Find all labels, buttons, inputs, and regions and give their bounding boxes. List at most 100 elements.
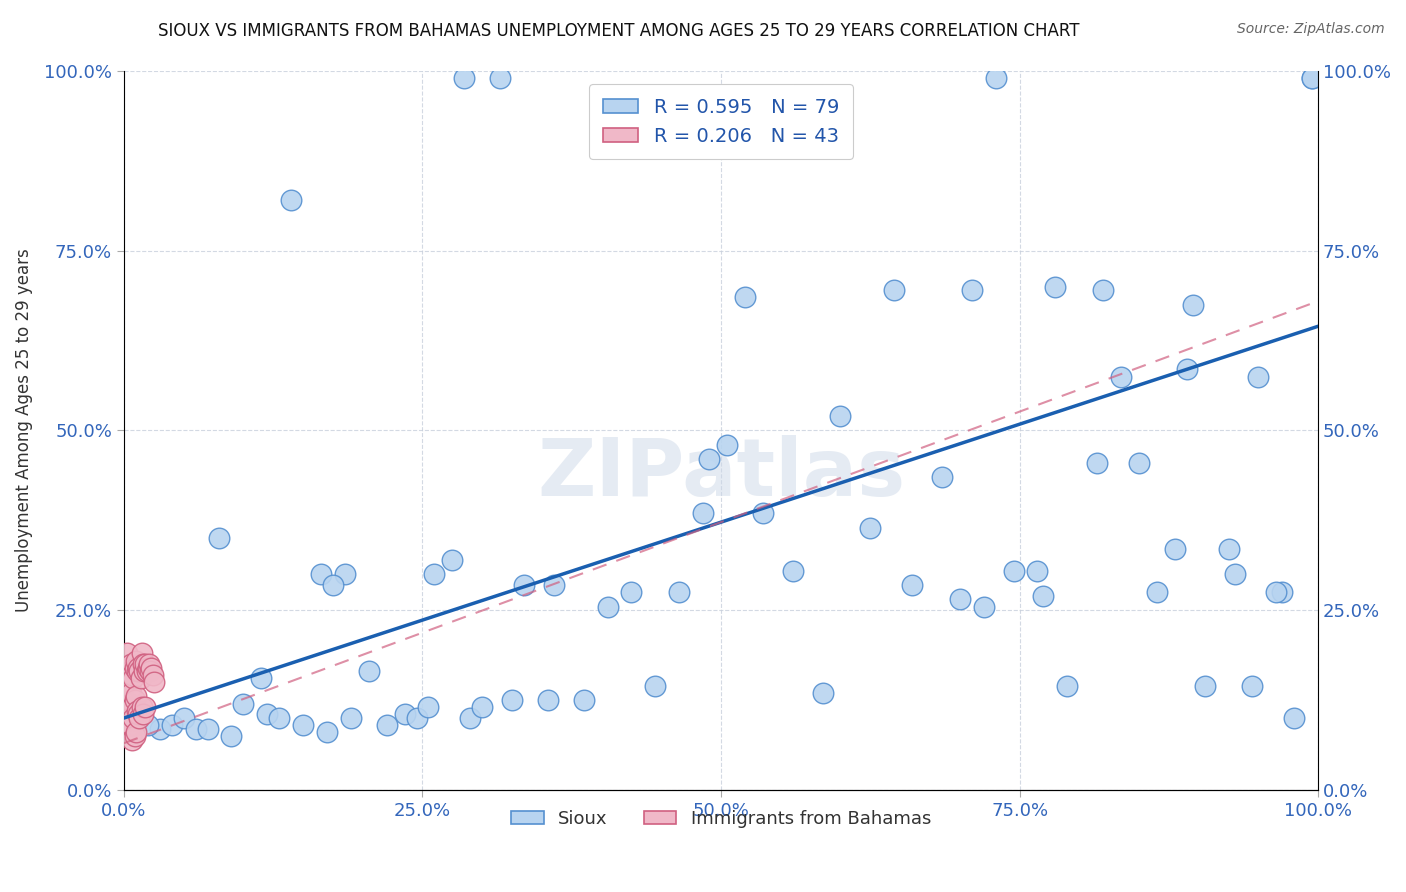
Point <box>309 567 332 582</box>
Point <box>128 711 150 725</box>
Point <box>118 675 141 690</box>
Point <box>124 729 146 743</box>
Point <box>1032 589 1054 603</box>
Point <box>1194 679 1216 693</box>
Point <box>322 578 344 592</box>
Point <box>357 665 380 679</box>
Point <box>118 697 141 711</box>
Point <box>134 657 156 672</box>
Text: Source: ZipAtlas.com: Source: ZipAtlas.com <box>1237 22 1385 37</box>
Point <box>1301 71 1323 86</box>
Point <box>333 567 356 582</box>
Point <box>537 693 560 707</box>
Point <box>901 578 924 592</box>
Point <box>184 722 207 736</box>
Point <box>1218 542 1240 557</box>
Point <box>1056 679 1078 693</box>
Point <box>120 657 142 672</box>
Point <box>692 506 714 520</box>
Point <box>1026 564 1049 578</box>
Point <box>984 71 1007 86</box>
Point <box>513 578 536 592</box>
Point <box>716 438 738 452</box>
Point <box>149 722 172 736</box>
Point <box>644 679 666 693</box>
Point <box>596 599 619 614</box>
Point <box>1247 369 1270 384</box>
Point <box>138 657 160 672</box>
Point <box>118 722 141 736</box>
Text: ZIPatlas: ZIPatlas <box>537 434 905 513</box>
Point <box>118 665 141 679</box>
Point <box>340 711 363 725</box>
Point <box>129 672 152 686</box>
Point <box>127 707 149 722</box>
Point <box>125 725 148 739</box>
Point <box>280 194 302 208</box>
Point <box>122 672 145 686</box>
Point <box>132 707 155 722</box>
Point <box>135 665 157 679</box>
Point <box>117 646 139 660</box>
Point <box>405 711 427 725</box>
Point <box>132 657 155 672</box>
Point <box>543 578 565 592</box>
Point <box>118 711 141 725</box>
Point <box>782 564 804 578</box>
Point <box>292 718 315 732</box>
Point <box>1175 362 1198 376</box>
Point <box>453 71 475 86</box>
Point <box>1109 369 1132 384</box>
Point <box>859 520 882 534</box>
Point <box>489 71 512 86</box>
Point <box>1223 567 1246 582</box>
Point <box>131 700 153 714</box>
Point <box>142 668 165 682</box>
Point <box>1092 283 1115 297</box>
Point <box>256 707 278 722</box>
Point <box>620 585 643 599</box>
Point <box>375 718 398 732</box>
Point <box>668 585 690 599</box>
Point <box>125 665 148 679</box>
Point <box>1301 71 1323 86</box>
Point <box>208 531 231 545</box>
Legend: Sioux, Immigrants from Bahamas: Sioux, Immigrants from Bahamas <box>503 803 938 835</box>
Point <box>136 661 159 675</box>
Point <box>1002 564 1025 578</box>
Point <box>124 661 146 675</box>
Point <box>118 682 141 697</box>
Point <box>1284 711 1306 725</box>
Point <box>501 693 523 707</box>
Point <box>883 283 905 297</box>
Point <box>197 722 219 736</box>
Point <box>269 711 291 725</box>
Point <box>458 711 481 725</box>
Point <box>121 700 143 714</box>
Point <box>124 693 146 707</box>
Point <box>125 718 148 732</box>
Point <box>1265 585 1288 599</box>
Point <box>1128 456 1150 470</box>
Point <box>1164 542 1187 557</box>
Point <box>134 700 156 714</box>
Point <box>122 711 145 725</box>
Point <box>120 718 142 732</box>
Point <box>423 567 446 582</box>
Point <box>118 661 141 675</box>
Point <box>572 693 595 707</box>
Point <box>121 668 143 682</box>
Point <box>418 700 440 714</box>
Point <box>734 291 756 305</box>
Point <box>973 599 995 614</box>
Point <box>125 690 148 704</box>
Point <box>128 665 150 679</box>
Point <box>441 553 464 567</box>
Point <box>1146 585 1168 599</box>
Point <box>316 725 339 739</box>
Point <box>1271 585 1294 599</box>
Point <box>136 718 159 732</box>
Point <box>1085 456 1108 470</box>
Point <box>221 729 243 743</box>
Point <box>131 646 153 660</box>
